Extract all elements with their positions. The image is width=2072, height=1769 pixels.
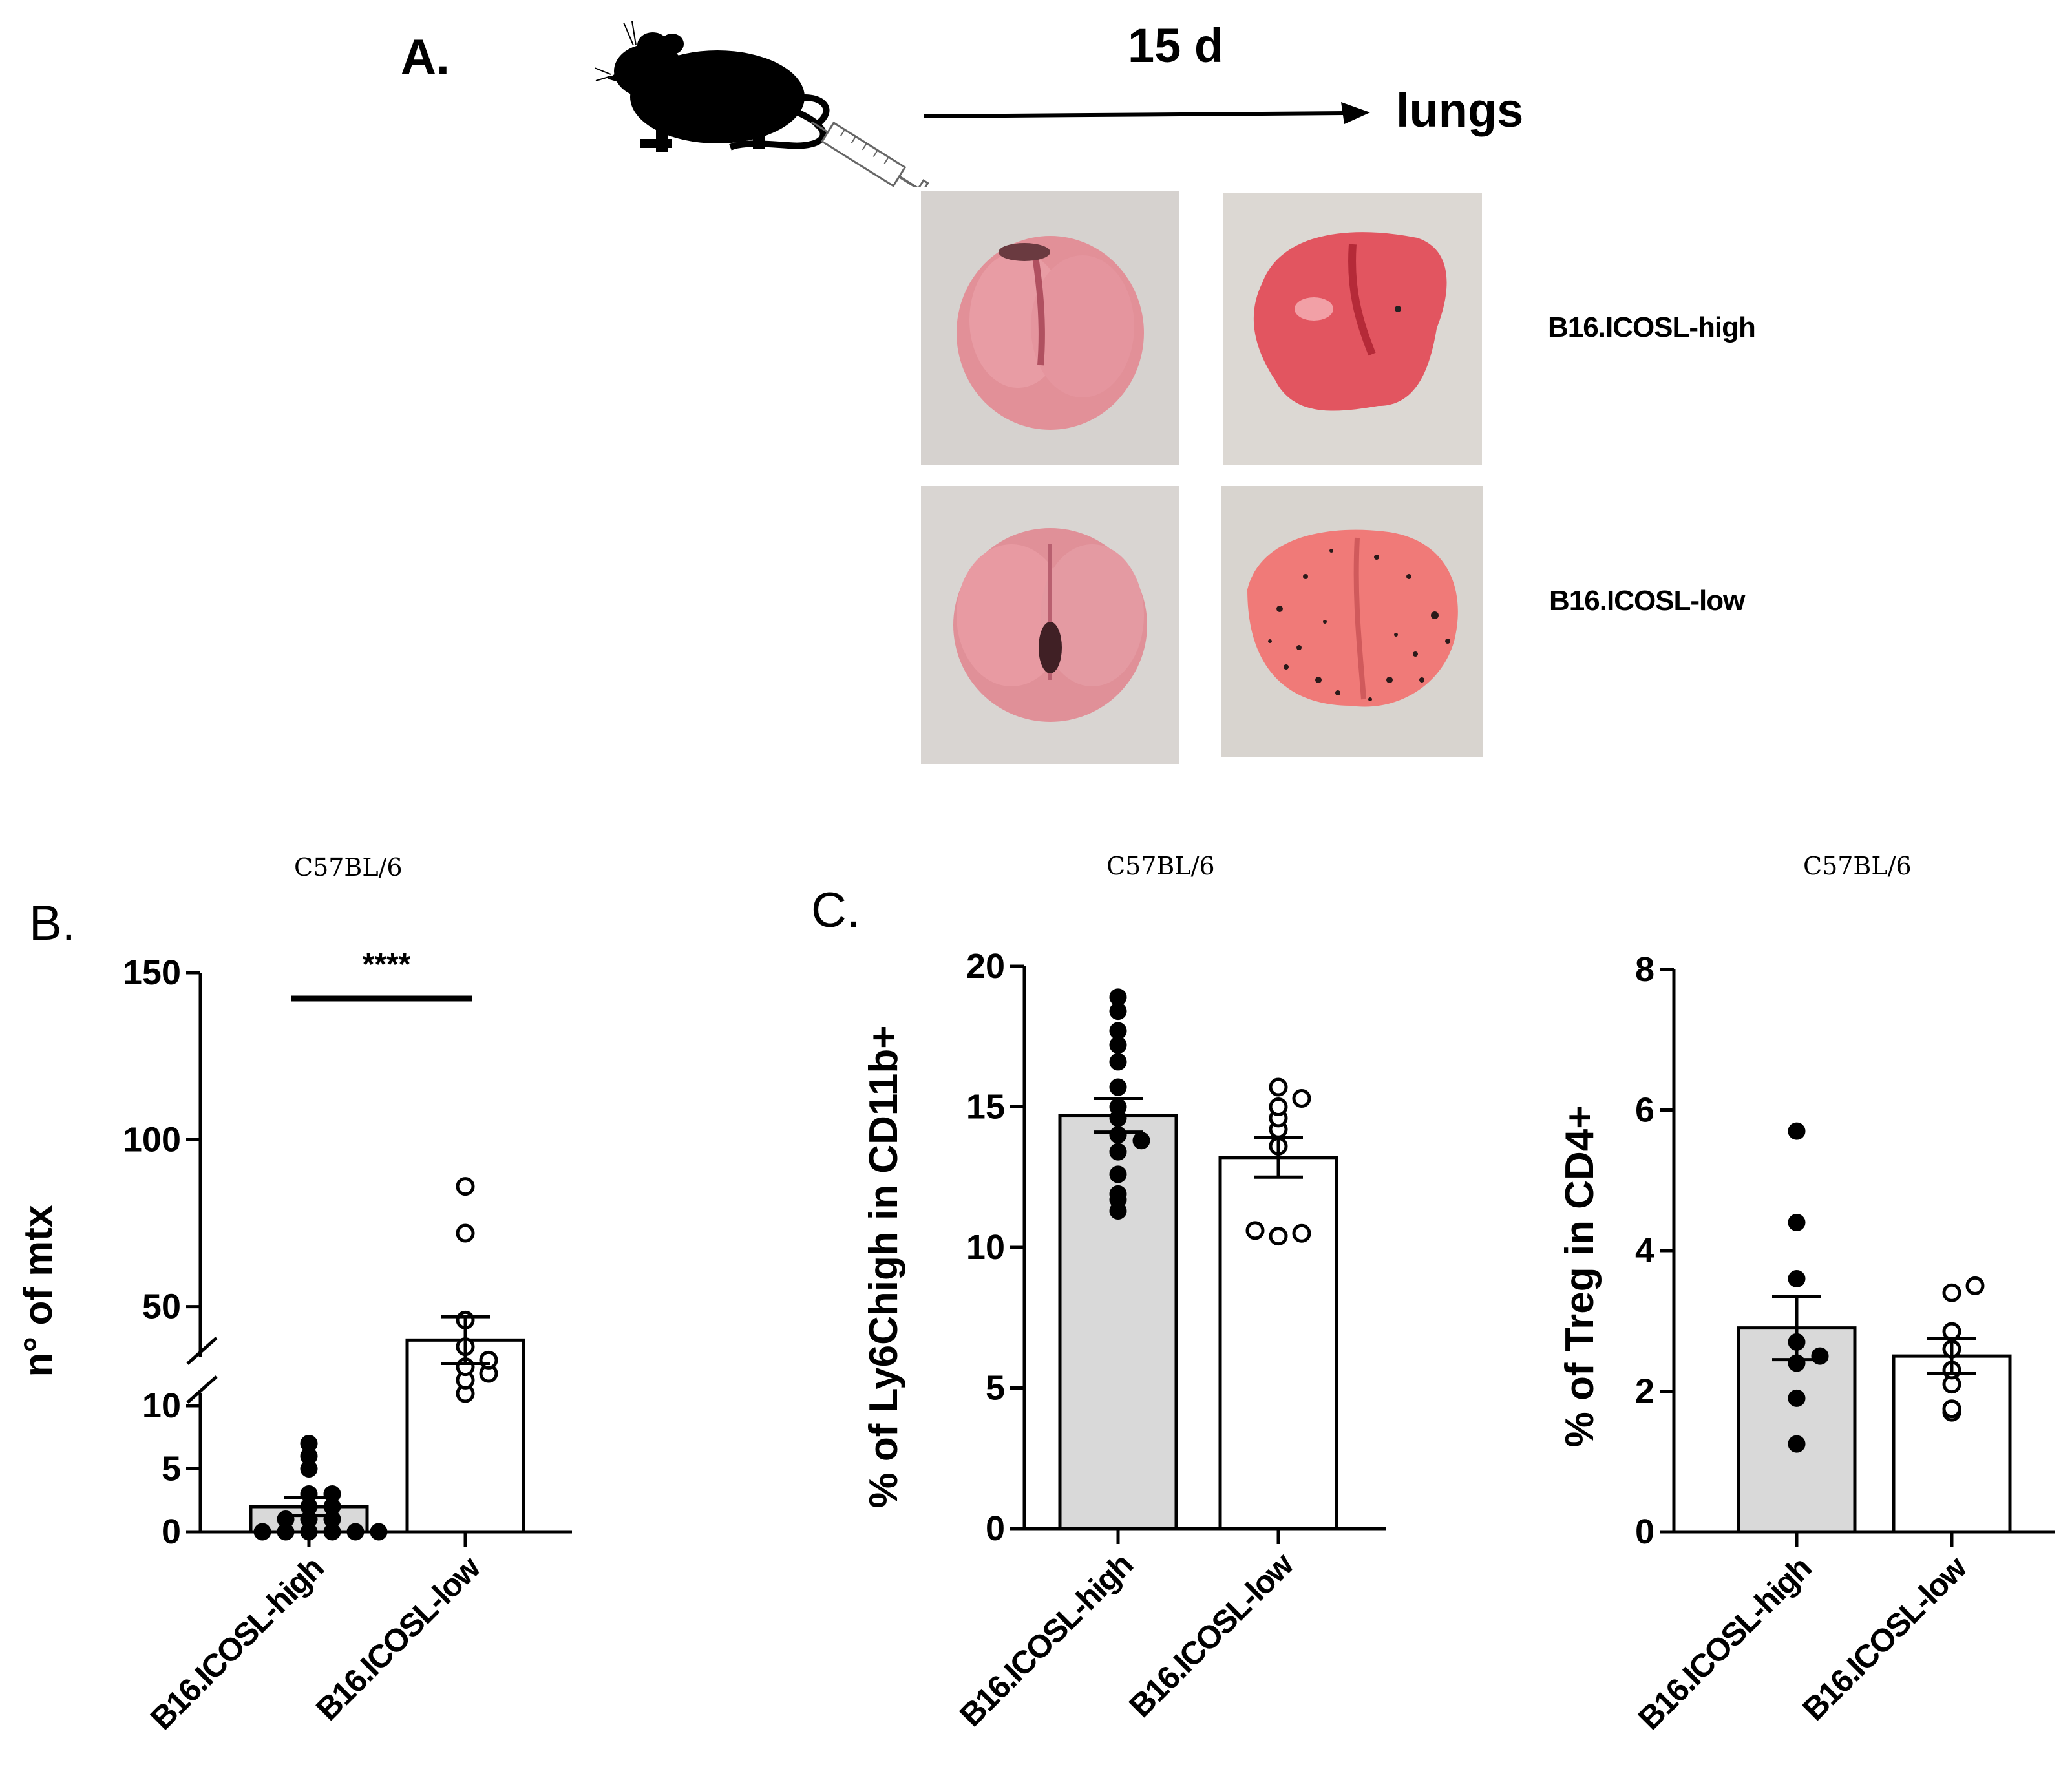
data-point — [1109, 1002, 1127, 1021]
y-tick-label: 4 — [1635, 1231, 1654, 1270]
data-point — [1132, 1132, 1150, 1150]
panel-a-label: A. — [401, 30, 450, 85]
data-point — [1269, 1077, 1288, 1097]
y-tick-label: 0 — [162, 1512, 181, 1551]
data-point — [1788, 1122, 1806, 1140]
y-tick-label: 10 — [142, 1386, 181, 1425]
data-point — [1109, 1185, 1127, 1203]
panel-c-label: C. — [811, 883, 860, 938]
y-tick-label: 5 — [162, 1450, 181, 1488]
data-point — [1109, 1036, 1127, 1054]
x-category-label: B16.ICOSL-low — [309, 1549, 487, 1728]
x-category-label: B16.ICOSL-low — [1122, 1546, 1300, 1724]
bar-icosl-low — [1218, 1156, 1338, 1531]
data-point — [300, 1435, 318, 1452]
data-point — [1965, 1276, 1985, 1295]
organ-label: lungs — [1396, 83, 1524, 137]
y-tick-label: 5 — [986, 1369, 1005, 1408]
y-tick-label: 15 — [966, 1088, 1005, 1127]
y-tick-label: 10 — [966, 1228, 1005, 1267]
data-point — [1109, 1078, 1127, 1096]
y-tick-label: 0 — [986, 1509, 1005, 1548]
data-point — [1109, 988, 1127, 1006]
lung-photo-low-2 — [1221, 486, 1483, 757]
data-point — [456, 1223, 475, 1243]
data-point — [1245, 1221, 1265, 1240]
row-label-low: B16.ICOSL-low — [1549, 585, 1745, 617]
data-point — [1109, 1053, 1127, 1071]
axis-break-gap — [187, 1357, 213, 1393]
y-axis-label: n° of mtx — [16, 1205, 61, 1377]
data-point — [1109, 1143, 1127, 1161]
x-category-label: B16.ICOSL-low — [1795, 1549, 1974, 1728]
chart-c1-title: C57BL/6 — [1106, 852, 1215, 880]
data-point — [1942, 1399, 1961, 1419]
x-category-label: B16.ICOSL-high — [143, 1550, 330, 1737]
significance-label: **** — [363, 948, 411, 982]
y-tick-label: 6 — [1635, 1091, 1654, 1130]
y-tick-label: 2 — [1635, 1372, 1654, 1411]
x-category-label: B16.ICOSL-high — [953, 1547, 1139, 1733]
data-point — [479, 1350, 498, 1370]
data-point — [1788, 1270, 1806, 1287]
chart-b-title: C57BL/6 — [294, 853, 403, 882]
data-point — [1109, 1022, 1127, 1040]
row-label-high: B16.ICOSL-high — [1548, 312, 1756, 343]
y-tick-label: 100 — [123, 1120, 181, 1159]
data-point — [456, 1177, 475, 1196]
data-point — [1788, 1435, 1806, 1453]
syringe-icon — [810, 121, 929, 187]
data-point — [1292, 1088, 1311, 1108]
data-point — [370, 1523, 388, 1541]
y-tick-label: 150 — [123, 953, 181, 992]
axis-break-mark — [186, 1375, 218, 1404]
data-point — [1109, 1165, 1127, 1183]
panel-b-label: B. — [29, 896, 76, 951]
y-axis-label: % of Treg in CD4+ — [1558, 1106, 1602, 1448]
data-point — [1788, 1214, 1806, 1231]
lung-photo-low-1 — [921, 486, 1179, 764]
lung-photo-high-1 — [921, 191, 1179, 465]
data-point — [1788, 1389, 1806, 1407]
y-axis-label: % of Ly6Chigh in CD11b+ — [862, 1026, 906, 1509]
y-tick-label: 50 — [142, 1287, 181, 1326]
y-tick-label: 8 — [1635, 950, 1654, 989]
data-point — [1942, 1283, 1961, 1302]
data-point — [1292, 1223, 1311, 1243]
time-arrow — [924, 102, 1370, 124]
data-point — [346, 1523, 365, 1541]
y-tick-label: 0 — [1635, 1512, 1654, 1551]
data-point — [1269, 1097, 1288, 1116]
axis-break-mark — [186, 1337, 218, 1365]
x-category-label: B16.ICOSL-high — [1631, 1550, 1818, 1737]
time-label: 15 d — [1128, 19, 1224, 72]
data-point — [1269, 1227, 1288, 1246]
mouse-syringe-illustration — [595, 21, 929, 187]
y-tick-label: 20 — [966, 947, 1005, 986]
lung-photo-high-2 — [1223, 193, 1482, 465]
data-point — [253, 1523, 271, 1541]
chart-c2-title: C57BL/6 — [1803, 852, 1912, 880]
mouse-icon — [595, 21, 830, 152]
